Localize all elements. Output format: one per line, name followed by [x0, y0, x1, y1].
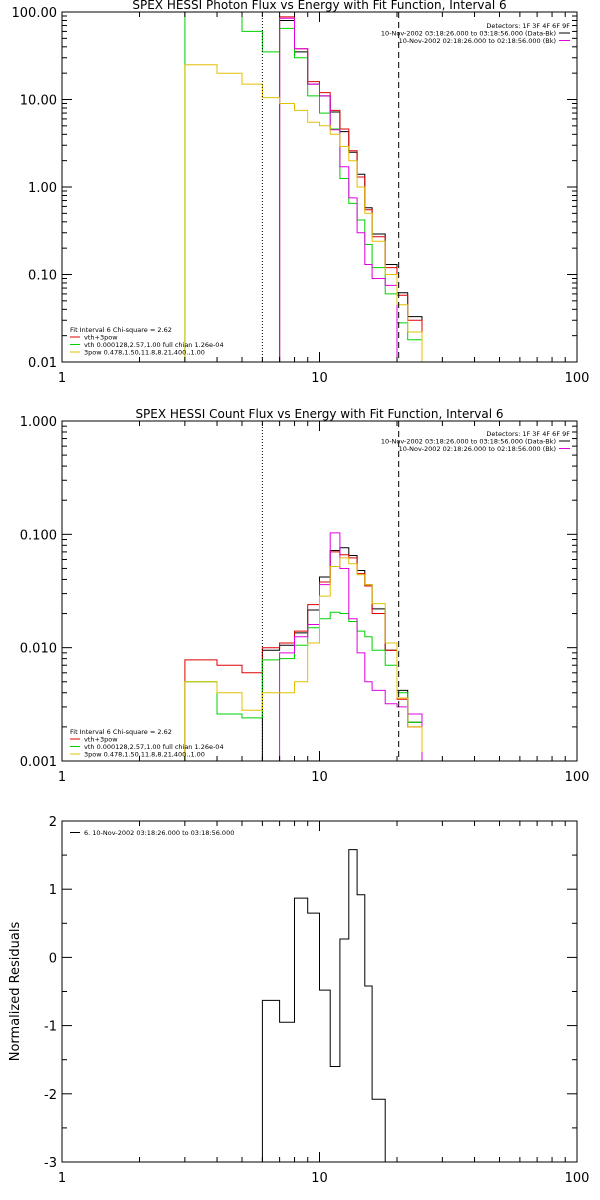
y-tick-label: 1 — [49, 883, 57, 898]
y-axis: 0.01 0.10 1.00 10.00 100.00 — [12, 6, 577, 371]
series-line-3 — [279, 532, 423, 761]
y-tick-label: 0.010 — [20, 642, 57, 657]
series-line-0 — [279, 20, 423, 362]
meta-line: 10-Nov-2002 02:18:26.000 to 02:18:56.000… — [399, 37, 556, 45]
legend-entry: vth 0.000128,2.57,1.00 full chian 1.26e-… — [84, 743, 224, 751]
y-tick-label: 100.00 — [12, 6, 58, 21]
x-tick-label: 10 — [311, 770, 328, 785]
legend: Fit Interval 6 Chi-square = 2.62vth+3pow… — [70, 728, 224, 759]
y-tick-label: -2 — [44, 1088, 57, 1103]
series-line-1 — [279, 16, 423, 362]
series-line-4 — [184, 557, 423, 761]
series-group — [184, 532, 423, 761]
series-group — [184, 12, 423, 362]
y-tick-label: 2 — [49, 815, 57, 830]
chart-title: SPEX HESSI Count Flux vs Energy with Fit… — [135, 407, 503, 421]
legend: 6. 10-Nov-2002 03:18:26.000 to 03:18:56.… — [70, 829, 234, 837]
legend-entry: vth 0.000128,2.57,1.00 full chian 1.26e-… — [84, 341, 224, 349]
panel-residuals: Normalized Residuals 1 10 100 -3 -2 -1 0 1 2 6. 10… — [8, 815, 589, 1186]
legend-entry: Fit Interval 6 Chi-square = 2.62 — [70, 728, 172, 736]
y-tick-label: 0.001 — [20, 755, 57, 770]
y-tick-label: -3 — [44, 1156, 57, 1171]
x-axis: 1 10 100 — [58, 12, 590, 386]
x-tick-label: 1 — [58, 1171, 66, 1186]
y-tick-label: 0.100 — [20, 528, 57, 543]
series-group — [261, 849, 398, 1162]
meta-line: 10-Nov-2002 02:18:26.000 to 02:18:56.000… — [399, 445, 556, 453]
y-tick-label: 1.00 — [28, 181, 57, 196]
meta-line: Detectors: 1F 3F 4F 6F 9F — [486, 22, 570, 30]
x-tick-label: 100 — [565, 1171, 590, 1186]
series-line-2 — [184, 611, 423, 761]
legend-entry: vth+3pow — [84, 334, 118, 342]
series-line-1 — [184, 551, 423, 761]
y-axis: 0.001 0.010 0.100 1.000 — [20, 415, 577, 770]
panel-photon: SPEX HESSI Photon Flux vs Energy with Fi… — [12, 0, 590, 386]
x-axis: 1 10 100 — [58, 821, 590, 1186]
legend-entry: Fit Interval 6 Chi-square = 2.62 — [70, 326, 172, 334]
x-tick-label: 1 — [58, 371, 66, 386]
y-tick-label: 10.00 — [20, 94, 57, 109]
x-tick-label: 100 — [565, 770, 590, 785]
series-line-2 — [184, 12, 423, 362]
legend-entry: 3pow 0.478,1.50,11.8,8.21,400.,1.00 — [84, 751, 205, 759]
legend-entry: 3pow 0.478,1.50,11.8,8.21,400.,1.00 — [84, 349, 205, 357]
y-axis: -3 -2 -1 0 1 2 — [44, 815, 577, 1171]
series-line-0 — [261, 849, 398, 1162]
chart-title: SPEX HESSI Photon Flux vs Energy with Fi… — [132, 0, 506, 12]
y-tick-label: 0.01 — [28, 356, 57, 371]
x-axis: 1 10 100 — [58, 421, 590, 785]
series-line-0 — [261, 547, 423, 761]
legend-entry: vth+3pow — [84, 736, 118, 744]
y-tick-label: 0.10 — [28, 269, 57, 284]
series-line-4 — [184, 64, 423, 362]
panel-count: SPEX HESSI Count Flux vs Energy with Fit… — [20, 407, 590, 785]
x-tick-label: 1 — [58, 770, 66, 785]
plot-frame — [61, 820, 578, 1163]
plot-frame — [61, 11, 578, 363]
y-axis-label: Normalized Residuals — [8, 922, 23, 1062]
meta-line: 10-Nov-2002 03:18:26.000 to 03:18:56.000… — [381, 438, 556, 446]
legend-entry: 6. 10-Nov-2002 03:18:26.000 to 03:18:56.… — [84, 829, 234, 837]
legend: Fit Interval 6 Chi-square = 2.62vth+3pow… — [70, 326, 224, 357]
y-tick-label: 1.000 — [20, 415, 57, 430]
x-tick-label: 10 — [311, 371, 328, 386]
x-tick-label: 10 — [311, 1171, 328, 1186]
series-line-3 — [279, 17, 398, 362]
y-tick-label: 0 — [49, 951, 57, 966]
x-tick-label: 100 — [565, 371, 590, 386]
meta-line: 10-Nov-2002 03:18:26.000 to 03:18:56.000… — [381, 30, 556, 38]
y-tick-label: -1 — [44, 1020, 57, 1035]
meta-line: Detectors: 1F 3F 4F 6F 9F — [486, 430, 570, 438]
